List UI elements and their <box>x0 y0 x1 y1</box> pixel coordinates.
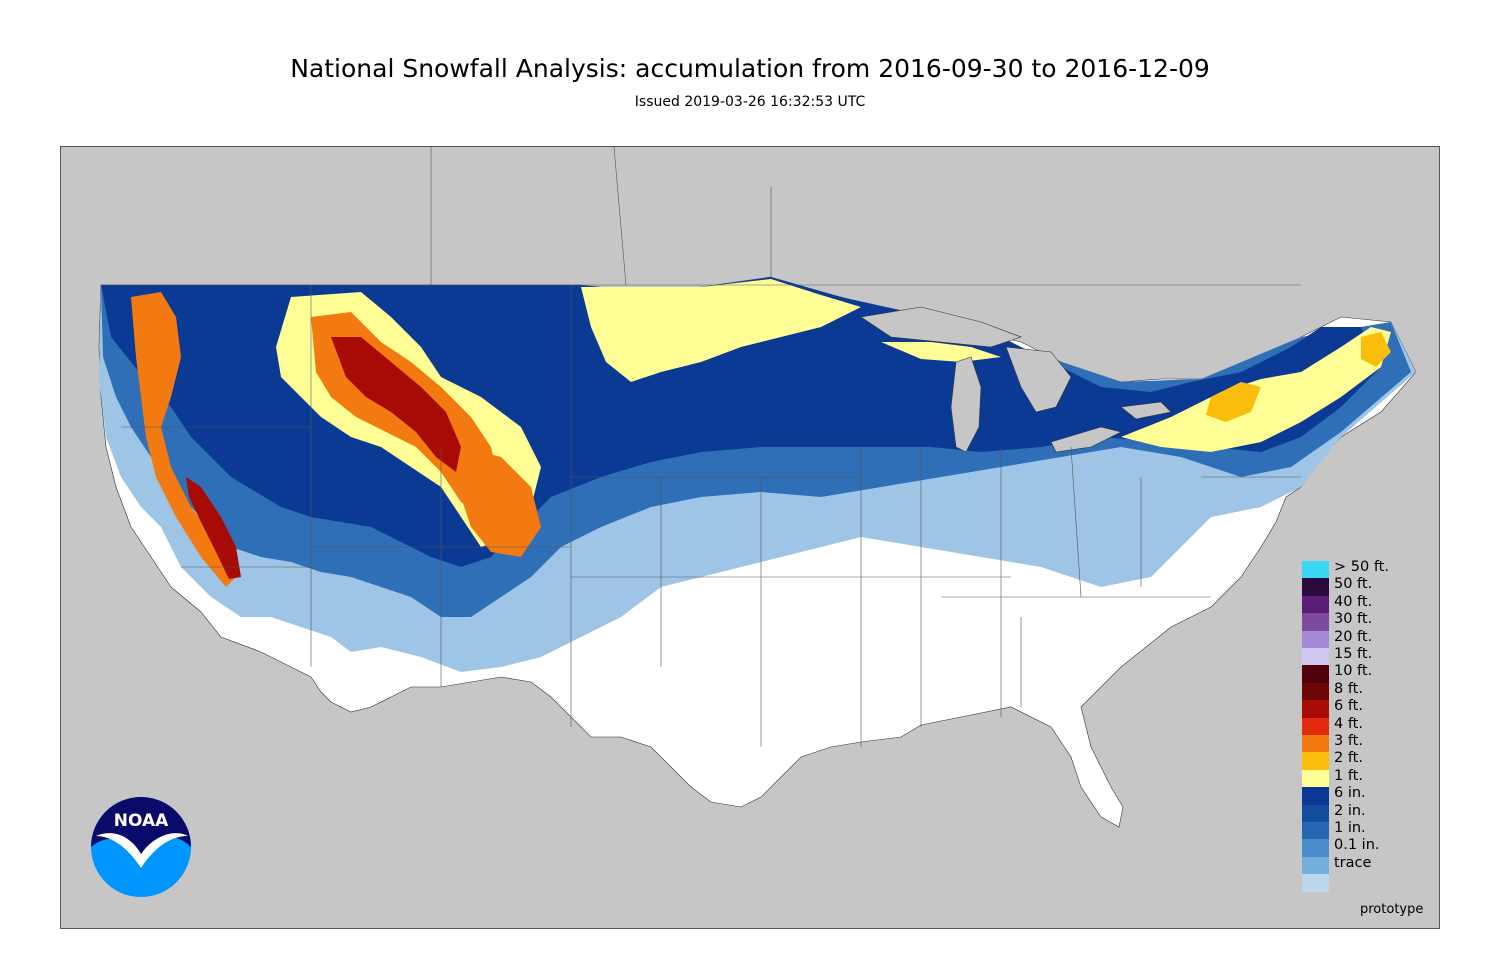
lake-erie <box>1050 426 1122 453</box>
legend-label: 4 ft. <box>1334 715 1363 732</box>
legend-item: trace <box>1302 854 1422 875</box>
legend-swatch <box>1302 822 1329 840</box>
lake-huron <box>1005 346 1072 413</box>
snow-west-mountains-red <box>331 337 461 472</box>
legend-label: 1 in. <box>1334 820 1366 836</box>
legend-item: 6 in. <box>1302 785 1422 805</box>
lake-ontario <box>1120 401 1172 420</box>
legend-item <box>1302 874 1422 892</box>
legend-item: 20 ft. <box>1302 628 1422 648</box>
snow-orange-maine <box>1361 332 1391 367</box>
legend-label: 8 ft. <box>1334 680 1363 697</box>
legend-swatch <box>1302 682 1329 701</box>
legend-label: 3 ft. <box>1334 733 1363 749</box>
legend-item: 40 ft. <box>1302 593 1422 614</box>
snow-colorado-orange <box>461 447 541 557</box>
borders <box>101 147 1301 747</box>
legend-label: trace <box>1334 854 1372 871</box>
legend-label: 2 ft. <box>1334 750 1363 767</box>
legend-swatch <box>1302 700 1329 718</box>
legend-label: 1 ft. <box>1334 767 1363 784</box>
legend-item: 4 ft. <box>1302 715 1422 735</box>
map-title: National Snowfall Analysis: accumulation… <box>290 54 1210 83</box>
legend-item: 15 ft. <box>1302 646 1422 666</box>
legend-item: 2 in. <box>1302 802 1422 822</box>
lake-michigan <box>950 356 982 453</box>
lake-superior <box>860 306 1022 348</box>
legend-swatch <box>1302 804 1329 822</box>
legend-item: 10 ft. <box>1302 663 1422 683</box>
legend-swatch <box>1302 595 1329 614</box>
snow-sierra-red <box>186 477 241 579</box>
legend-label: 15 ft. <box>1334 646 1373 662</box>
legend-swatch <box>1302 752 1329 770</box>
prototype-watermark: prototype <box>1360 902 1424 917</box>
legend-item: 50 ft. <box>1302 576 1422 596</box>
legend-swatch <box>1302 561 1329 579</box>
legend-label: 50 ft. <box>1334 576 1373 593</box>
legend-label: 30 ft. <box>1334 611 1373 628</box>
legend-label: > 50 ft. <box>1334 559 1389 575</box>
noaa-logo-text: NOAA <box>114 811 169 831</box>
map-canvas <box>98 147 1417 828</box>
legend-swatch <box>1302 856 1329 875</box>
issued-timestamp: Issued 2019-03-26 16:32:53 UTC <box>634 94 866 110</box>
legend-label: 6 ft. <box>1334 698 1363 715</box>
legend-swatch <box>1302 874 1329 892</box>
legend-item: 30 ft. <box>1302 611 1422 631</box>
snow-yellow-minnesota <box>581 279 861 382</box>
legend-swatch <box>1302 665 1329 683</box>
snow-cascades-orange <box>131 292 236 587</box>
legend-swatch <box>1302 787 1329 805</box>
legend-label: 6 in. <box>1334 785 1366 802</box>
legend-item: 3 ft. <box>1302 733 1422 753</box>
legend-label: 2 in. <box>1334 802 1366 819</box>
legend-item: 0.1 in. <box>1302 837 1422 857</box>
legend-item: 8 ft. <box>1302 680 1422 701</box>
legend-label: 10 ft. <box>1334 663 1373 680</box>
legend-swatch <box>1302 648 1329 666</box>
snowfall-map[interactable] <box>60 146 1440 929</box>
legend-swatch <box>1302 839 1329 857</box>
snow-orange-newyork <box>1206 382 1261 422</box>
legend-item: > 50 ft. <box>1302 559 1422 579</box>
legend-item: 1 ft. <box>1302 767 1422 788</box>
noaa-logo-icon: NOAA <box>90 796 192 902</box>
legend-label: 0.1 in. <box>1334 837 1380 854</box>
legend-swatch <box>1302 578 1329 596</box>
legend-label: 20 ft. <box>1334 628 1373 645</box>
legend-swatch <box>1302 717 1329 735</box>
legend-swatch <box>1302 735 1329 753</box>
legend-label: 40 ft. <box>1334 593 1373 610</box>
legend-item: 6 ft. <box>1302 698 1422 718</box>
legend-swatch <box>1302 769 1329 788</box>
legend-item: 2 ft. <box>1302 750 1422 770</box>
legend-swatch <box>1302 630 1329 648</box>
legend-swatch <box>1302 613 1329 631</box>
legend-item: 1 in. <box>1302 820 1422 840</box>
